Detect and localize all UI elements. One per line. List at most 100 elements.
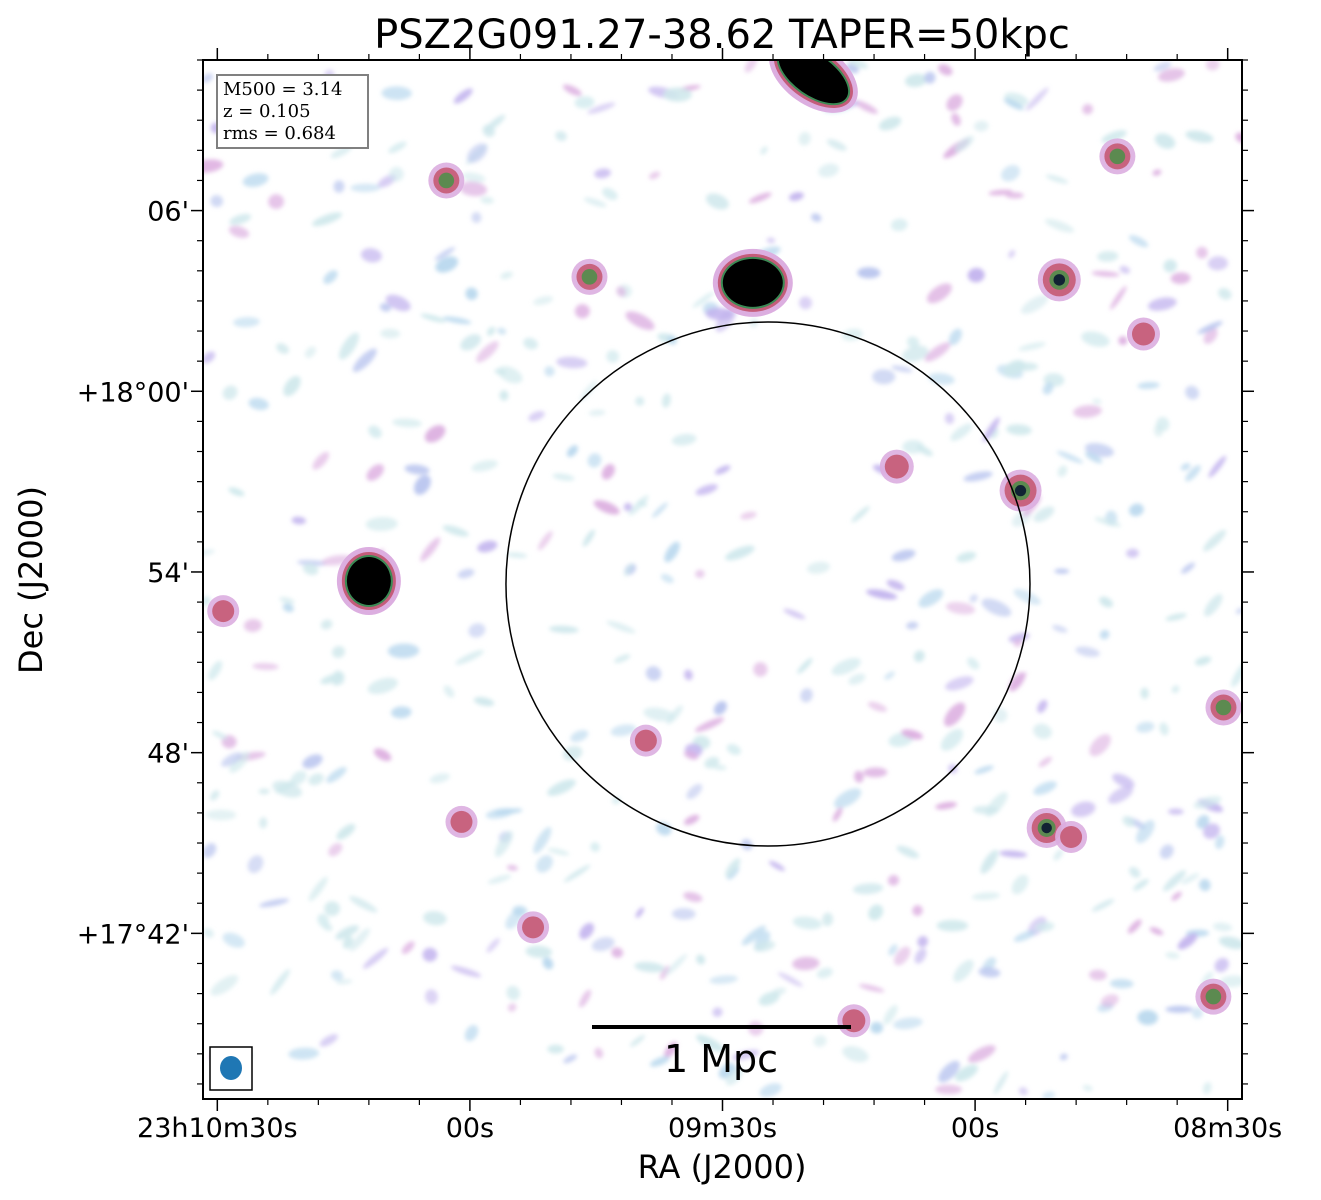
noise-blob xyxy=(602,187,618,201)
noise-blob xyxy=(1084,451,1103,464)
noise-blob xyxy=(552,473,575,481)
noise-blob xyxy=(525,945,553,958)
noise-blob xyxy=(563,864,591,883)
noise-blob xyxy=(1112,773,1135,789)
noise-blob xyxy=(587,102,616,114)
noise-blob xyxy=(664,953,688,976)
noise-blob xyxy=(259,817,268,829)
noise-blob xyxy=(582,529,595,547)
noise-blob xyxy=(740,511,757,520)
noise-blob xyxy=(465,287,478,300)
noise-blob xyxy=(753,662,768,677)
x-tick-label: 08m30s xyxy=(1173,1113,1282,1144)
noise-blob xyxy=(759,1083,782,1098)
noise-blob xyxy=(826,139,847,151)
noise-blob xyxy=(555,130,567,142)
noise-blob xyxy=(1196,246,1208,259)
noise-blob xyxy=(1100,994,1119,1008)
noise-blob xyxy=(981,598,1012,617)
noise-blob xyxy=(302,563,319,576)
noise-blob xyxy=(544,366,555,377)
noise-blob xyxy=(938,1060,960,1083)
noise-blob xyxy=(993,1071,1009,1095)
noise-blob xyxy=(623,502,633,512)
noise-blob xyxy=(695,569,705,579)
noise-blob xyxy=(696,954,706,965)
noise-blob xyxy=(902,345,929,362)
noise-blob xyxy=(1154,133,1176,149)
noise-blob xyxy=(902,439,925,454)
noise-blob xyxy=(1208,455,1227,478)
noise-blob xyxy=(1091,271,1120,277)
noise-blob xyxy=(901,729,924,740)
noise-blob xyxy=(1045,174,1069,184)
noise-blob xyxy=(1033,723,1052,739)
noise-blob xyxy=(606,620,636,634)
noise-blob xyxy=(242,173,269,187)
noise-blob xyxy=(468,623,486,638)
radio-source xyxy=(445,805,478,838)
noise-blob xyxy=(944,702,966,727)
noise-blob xyxy=(758,991,780,1006)
radio-source xyxy=(571,258,608,295)
noise-blob xyxy=(591,937,615,952)
noise-blob xyxy=(1207,256,1228,271)
noise-blob xyxy=(1119,265,1131,274)
noise-blob xyxy=(392,418,422,428)
noise-blob xyxy=(1011,874,1029,895)
radio-source xyxy=(999,469,1042,512)
noise-blob xyxy=(1003,360,1026,377)
noise-blob xyxy=(863,767,888,778)
noise-blob xyxy=(610,724,637,737)
noise-blob xyxy=(1126,548,1139,558)
noise-blob xyxy=(461,172,486,183)
y-tick-label: +17°42' xyxy=(77,919,189,950)
noise-blob xyxy=(649,1056,670,1067)
noise-blob xyxy=(365,517,398,531)
noise-blob xyxy=(333,670,345,685)
noise-blob xyxy=(455,650,484,665)
source-ring xyxy=(1060,825,1083,848)
noise-blob xyxy=(858,984,885,993)
noise-blob xyxy=(538,530,553,551)
noise-blob xyxy=(1054,568,1070,574)
noise-blob xyxy=(832,807,843,822)
noise-blob xyxy=(606,350,620,363)
noise-blob xyxy=(1199,878,1211,892)
noise-blob xyxy=(1018,1087,1028,1096)
noise-blob xyxy=(1218,936,1242,950)
noise-blob xyxy=(487,874,512,884)
r500-circle xyxy=(505,321,1031,847)
noise-blob xyxy=(870,1021,883,1034)
noise-blob xyxy=(387,643,420,659)
noise-blob xyxy=(1018,342,1046,351)
noise-blob xyxy=(471,460,498,472)
noise-blob xyxy=(664,541,680,563)
noise-blob xyxy=(896,845,919,859)
noise-blob xyxy=(533,827,552,854)
noise-blob xyxy=(1033,781,1057,795)
noise-blob xyxy=(570,730,589,742)
noise-blob xyxy=(212,730,228,740)
noise-blob xyxy=(645,666,662,681)
noise-blob xyxy=(484,114,506,132)
noise-blob xyxy=(1152,169,1162,176)
noise-blob xyxy=(1149,927,1164,936)
noise-blob xyxy=(1006,424,1032,436)
radio-source xyxy=(517,911,550,944)
noise-blob xyxy=(476,341,499,363)
noise-blob xyxy=(336,823,356,840)
noise-blob xyxy=(953,959,974,982)
noise-blob xyxy=(579,989,592,1008)
noise-blob xyxy=(967,267,985,283)
radio-source xyxy=(428,162,465,199)
noise-blob xyxy=(229,213,252,225)
noise-blob xyxy=(684,669,693,681)
noise-blob xyxy=(951,113,961,126)
radio-sources xyxy=(207,60,1242,1038)
noise-blob xyxy=(940,728,964,751)
noise-blob xyxy=(816,967,833,979)
noise-blob xyxy=(536,855,553,873)
noise-blob xyxy=(499,390,509,401)
noise-blob xyxy=(956,551,977,563)
